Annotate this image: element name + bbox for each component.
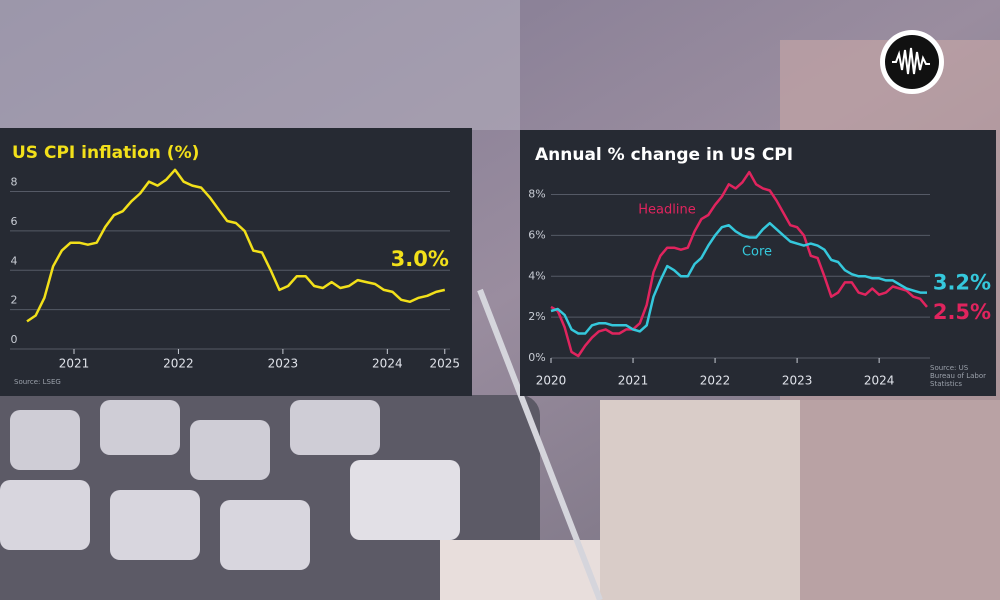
x-tick-label: 2020 xyxy=(536,374,567,388)
x-tick-label: 2023 xyxy=(782,374,813,388)
panel xyxy=(0,128,472,396)
y-tick-label: 2% xyxy=(528,310,545,323)
y-tick-label: 6 xyxy=(11,215,18,228)
x-tick-label: 2022 xyxy=(163,357,194,371)
end-label: 2.5% xyxy=(933,300,991,324)
panel xyxy=(520,130,996,396)
cash-stack xyxy=(440,400,1000,600)
y-tick-label: 4% xyxy=(528,269,545,282)
series-label: Headline xyxy=(638,203,695,218)
y-tick-label: 8% xyxy=(528,188,545,201)
y-tick-label: 0 xyxy=(11,333,18,346)
end-label: 3.2% xyxy=(933,271,991,295)
series-label: Core xyxy=(742,245,772,260)
pen xyxy=(477,288,603,600)
y-tick-label: 6% xyxy=(528,228,545,241)
y-tick-label: 2 xyxy=(11,294,18,307)
line xyxy=(26,168,446,323)
x-tick-label: 2023 xyxy=(268,357,299,371)
y-tick-label: 4 xyxy=(11,254,18,267)
chart-title: Annual % change in US CPI xyxy=(535,145,793,165)
x-tick-label: 2021 xyxy=(59,357,90,371)
line xyxy=(550,221,927,335)
logo xyxy=(880,30,944,94)
source: Source: US Bureau of Labor Statistics xyxy=(930,364,986,388)
line xyxy=(550,170,928,358)
x-tick-label: 2024 xyxy=(864,374,895,388)
x-tick-label: 2025 xyxy=(430,357,461,371)
x-tick-label: 2024 xyxy=(372,357,403,371)
chart-title: US CPI inflation (%) xyxy=(12,143,199,163)
y-tick-label: 0% xyxy=(528,351,545,364)
x-tick-label: 2022 xyxy=(700,374,731,388)
calculator xyxy=(0,395,540,600)
end-label: 3.0% xyxy=(391,247,449,271)
paper xyxy=(0,0,520,130)
x-tick-label: 2021 xyxy=(618,374,649,388)
y-tick-label: 8 xyxy=(11,176,18,189)
source: Source: LSEG xyxy=(14,378,61,386)
